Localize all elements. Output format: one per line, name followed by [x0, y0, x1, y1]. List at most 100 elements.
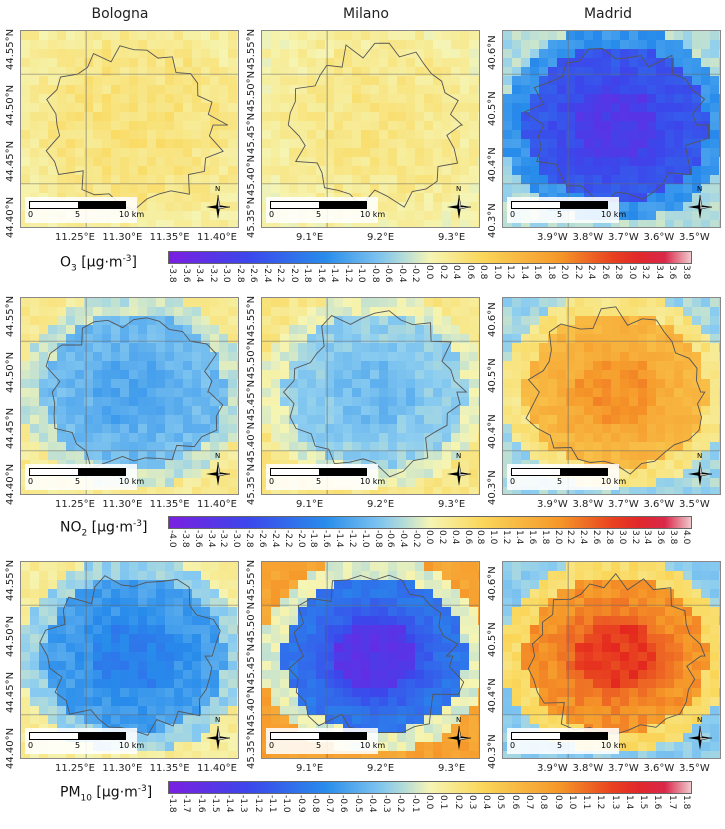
heatmap-cell — [638, 298, 648, 308]
heatmap-cell — [530, 49, 540, 59]
heatmap-cell — [692, 634, 702, 644]
heatmap-cell — [307, 451, 317, 461]
heatmap-cell — [237, 211, 238, 221]
heatmap-cell — [280, 121, 290, 131]
heatmap-cell — [548, 31, 558, 41]
heatmap-cell — [719, 634, 720, 644]
heatmap-cell — [674, 589, 684, 599]
heatmap-cell — [548, 580, 558, 590]
heatmap-cell — [503, 148, 513, 158]
heatmap-cell — [262, 94, 272, 104]
heatmap-cell — [334, 751, 344, 758]
heatmap-cell — [656, 40, 666, 50]
heatmap-cell — [262, 112, 272, 122]
heatmap-cell — [111, 139, 121, 149]
heatmap-cell — [566, 184, 576, 194]
compass-rose-icon — [688, 194, 713, 219]
heatmap-cell — [629, 451, 639, 461]
heatmap-cell — [39, 148, 49, 158]
heatmap-cell — [316, 76, 326, 86]
heatmap-cell — [397, 202, 407, 212]
heatmap-cell — [192, 616, 202, 626]
heatmap-cell — [433, 598, 443, 608]
heatmap-cell — [271, 316, 281, 326]
heatmap-cell — [460, 625, 470, 635]
heatmap-cell — [237, 406, 238, 416]
north-arrow-icon: N — [686, 452, 714, 488]
heatmap-cell — [512, 31, 522, 41]
heatmap-cell — [503, 31, 513, 41]
heatmap-cell — [469, 85, 479, 95]
heatmap-cell — [503, 94, 513, 104]
heatmap-cell — [361, 343, 371, 353]
heatmap-cell — [289, 343, 299, 353]
heatmap-cell — [156, 148, 166, 158]
heatmap-cell — [584, 148, 594, 158]
heatmap-cell — [75, 343, 85, 353]
heatmap-cell — [647, 121, 657, 131]
scale-label-mid: 5 — [316, 477, 322, 486]
heatmap-cell — [521, 352, 531, 362]
heatmap-cell — [271, 415, 281, 425]
heatmap-cell — [620, 406, 630, 416]
heatmap-cell — [147, 316, 157, 326]
heatmap-cell — [629, 361, 639, 371]
heatmap-cell — [39, 607, 49, 617]
heatmap-cell — [75, 316, 85, 326]
heatmap-cell — [530, 688, 540, 698]
heatmap-cell — [84, 343, 94, 353]
heatmap-cell — [156, 406, 166, 416]
heatmap-cell — [710, 334, 720, 344]
heatmap-cell — [557, 433, 567, 443]
heatmap-cell — [298, 67, 308, 77]
heatmap-cell — [66, 148, 76, 158]
heatmap-cell — [93, 184, 103, 194]
heatmap-cell — [647, 220, 657, 227]
heatmap-cell — [165, 697, 175, 707]
heatmap-cell — [719, 298, 720, 308]
heatmap-cell — [210, 451, 220, 461]
x-axis-tick-label: 11.25°E — [55, 499, 95, 510]
heatmap-cell — [75, 379, 85, 389]
heatmap-cell — [129, 148, 139, 158]
heatmap-cell — [325, 433, 335, 443]
heatmap-cell — [289, 67, 299, 77]
heatmap-cell — [307, 634, 317, 644]
heatmap-cell — [557, 616, 567, 626]
heatmap-cell — [262, 598, 272, 608]
heatmap-cell — [192, 316, 202, 326]
heatmap-cell — [120, 388, 130, 398]
heatmap-cell — [174, 478, 184, 488]
heatmap-cell — [334, 607, 344, 617]
heatmap-cell — [719, 625, 720, 635]
city-title-bologna: Bologna — [91, 6, 149, 22]
heatmap-cell — [433, 316, 443, 326]
heatmap-cell — [210, 316, 220, 326]
heatmap-cell — [262, 688, 272, 698]
heatmap-cell — [39, 634, 49, 644]
heatmap-cell — [102, 67, 112, 77]
heatmap-cell — [478, 424, 479, 434]
heatmap-cell — [557, 148, 567, 158]
heatmap-cell — [629, 634, 639, 644]
heatmap-cell — [361, 424, 371, 434]
heatmap-cell — [102, 49, 112, 59]
heatmap-cell — [138, 103, 148, 113]
heatmap-cell — [665, 121, 675, 131]
heatmap-cell — [271, 562, 281, 572]
heatmap-cell — [210, 49, 220, 59]
heatmap-cell — [165, 397, 175, 407]
heatmap-cell — [93, 661, 103, 671]
heatmap-cell — [433, 157, 443, 167]
heatmap-cell — [219, 184, 229, 194]
heatmap-cell — [406, 352, 416, 362]
heatmap-cell — [66, 49, 76, 59]
heatmap-cell — [228, 697, 238, 707]
heatmap-cell — [21, 598, 31, 608]
heatmap-cell — [406, 397, 416, 407]
heatmap-cell — [129, 607, 139, 617]
heatmap-cell — [656, 220, 666, 227]
heatmap-cell — [433, 742, 443, 752]
heatmap-cell — [316, 130, 326, 140]
heatmap-cell — [478, 442, 479, 452]
